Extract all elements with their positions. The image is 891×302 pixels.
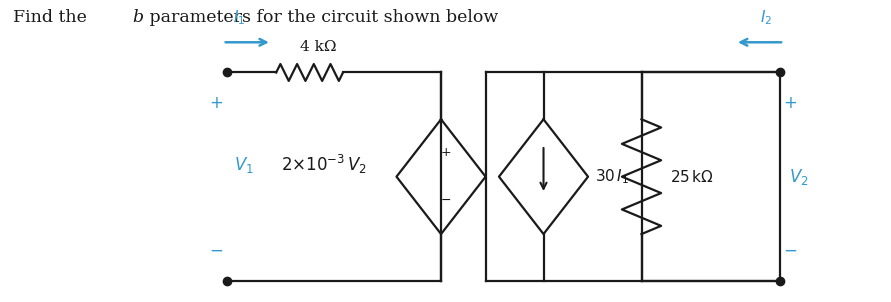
Text: Find the: Find the	[13, 9, 93, 26]
Text: −: −	[440, 194, 451, 207]
Text: $V_1$: $V_1$	[234, 155, 254, 175]
Text: parameters for the circuit shown below: parameters for the circuit shown below	[144, 9, 499, 26]
Text: $25\,\mathrm{k\Omega}$: $25\,\mathrm{k\Omega}$	[670, 169, 714, 185]
Text: $V_2$: $V_2$	[789, 167, 808, 187]
Text: +: +	[209, 94, 224, 112]
Text: 4 kΩ: 4 kΩ	[300, 40, 337, 54]
Text: b: b	[132, 9, 143, 26]
Text: −: −	[209, 242, 224, 260]
Text: −: −	[783, 242, 797, 260]
Text: $2{\times}10^{-3}\,V_2$: $2{\times}10^{-3}\,V_2$	[281, 153, 366, 176]
Text: $I_2$: $I_2$	[760, 8, 772, 27]
Text: +: +	[440, 146, 451, 159]
Text: $30\,I_1$: $30\,I_1$	[595, 167, 629, 186]
Text: $I_1$: $I_1$	[233, 8, 245, 27]
Text: +: +	[783, 94, 797, 112]
